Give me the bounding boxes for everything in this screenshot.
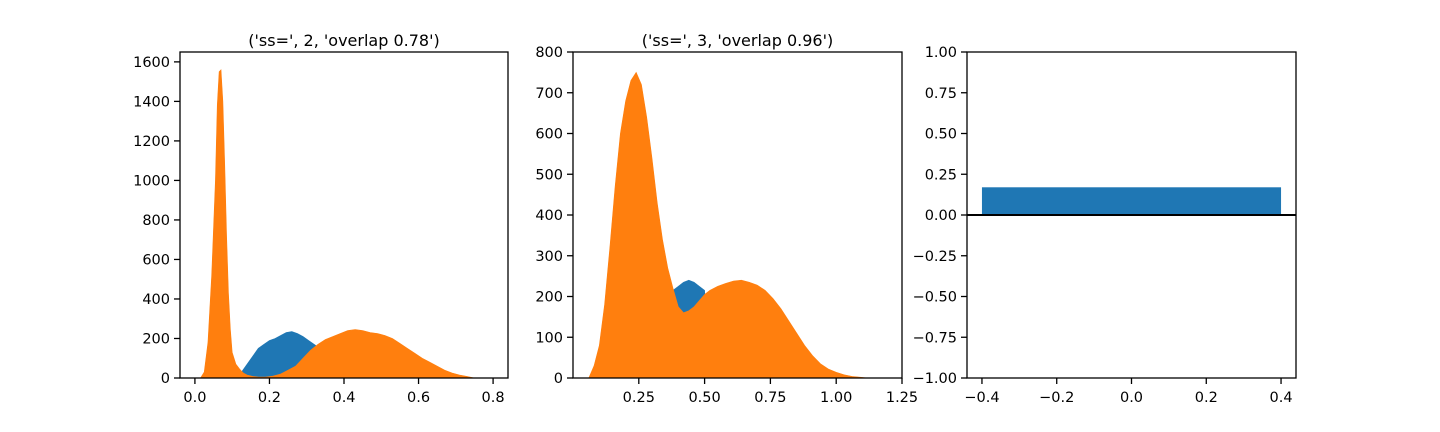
y-tick-label: −0.75 (913, 330, 957, 346)
plot-area (588, 71, 868, 378)
y-tick-label: 0.75 (925, 86, 957, 102)
y-tick-label: 0.25 (925, 167, 957, 183)
y-tick-label: 1.00 (925, 45, 957, 61)
histogram-panel-ss2: ('ss=', 2, 'overlap 0.78') 0.0 0.2 0.4 0.6 0… (133, 31, 509, 406)
x-tick-label: 1.00 (820, 390, 852, 406)
y-tick-label: 400 (535, 208, 563, 224)
y-tick-label: −0.25 (913, 249, 957, 265)
histogram-panel-ss3: ('ss=', 3, 'overlap 0.96') 0.25 0.50 0.75 1… (535, 31, 918, 406)
y-tick-label: −1.00 (913, 371, 957, 387)
y-tick-label: 200 (142, 331, 170, 347)
chart-title-ss2: ('ss=', 2, 'overlap 0.78') (248, 31, 439, 50)
y-tick-label: 1400 (133, 94, 170, 110)
x-tick-label: 1.25 (886, 390, 918, 406)
y-tick-label: −0.50 (913, 290, 957, 306)
y-tick-label: 1200 (133, 134, 170, 150)
x-tick-label: 0.6 (407, 390, 430, 406)
histogram-series-1 (588, 71, 868, 378)
y-tick-label: 600 (142, 252, 170, 268)
x-tick-label: −0.2 (1039, 390, 1074, 406)
y-tick-label: 800 (142, 213, 170, 229)
x-tick-label: 0.0 (1120, 390, 1143, 406)
x-tick-label: 0.0 (183, 390, 206, 406)
bar-0 (981, 187, 1282, 215)
x-tick-label: 0.25 (623, 390, 655, 406)
chart-title-ss3: ('ss=', 3, 'overlap 0.96') (642, 31, 833, 50)
x-tick-label: 0.2 (1195, 390, 1218, 406)
y-tick-label: 600 (535, 127, 563, 143)
plot-area (200, 69, 475, 378)
y-tick-label: 200 (535, 290, 563, 306)
plot-area (981, 187, 1282, 215)
y-tick-label: 0.00 (925, 208, 957, 224)
y-tick-label: 100 (535, 330, 563, 346)
y-tick-label: 400 (142, 292, 170, 308)
y-tick-label: 1600 (133, 55, 170, 71)
x-tick-label: 0.75 (754, 390, 786, 406)
y-tick-label: 0.50 (925, 127, 957, 143)
y-tick-label: 1000 (133, 173, 170, 189)
x-tick-label: 0.2 (258, 390, 281, 406)
y-tick-label: 0 (161, 371, 170, 387)
y-tick-label: 800 (535, 45, 563, 61)
histogram-series-1 (200, 69, 475, 378)
y-tick-label: 700 (535, 86, 563, 102)
y-tick-label: 0 (554, 371, 563, 387)
x-tick-label: 0.4 (1270, 390, 1293, 406)
y-tick-label: 300 (535, 249, 563, 265)
y-tick-label: 500 (535, 167, 563, 183)
bar-panel: −0.4 −0.2 0.0 0.2 0.4 −1.00 −0.75 −0.50 −0.25 0.0… (913, 45, 1297, 406)
x-tick-label: 0.50 (688, 390, 720, 406)
x-tick-label: 0.8 (482, 390, 505, 406)
x-tick-label: −0.4 (964, 390, 999, 406)
x-tick-label: 0.4 (332, 390, 355, 406)
